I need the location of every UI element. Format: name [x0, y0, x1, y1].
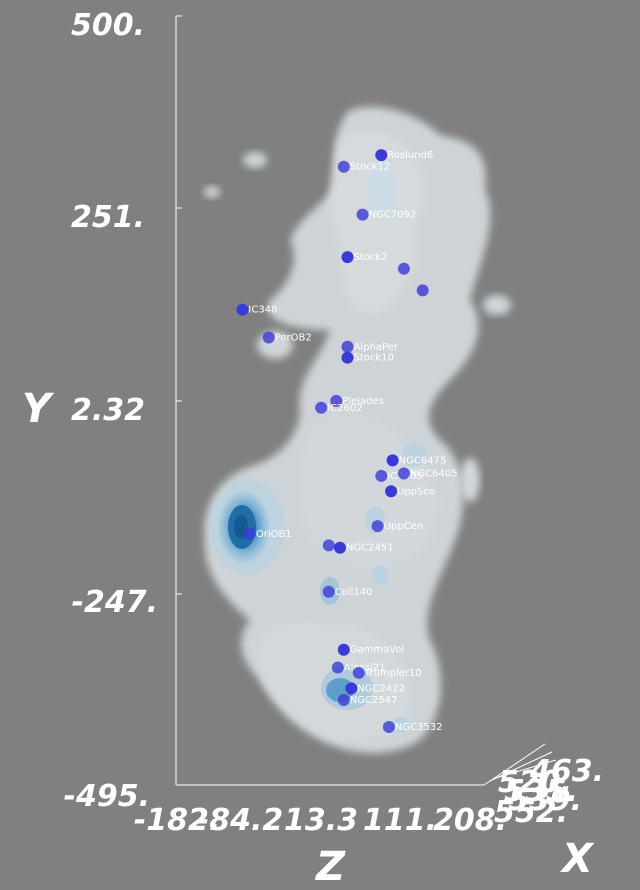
y-tick-label: 500.: [71, 8, 145, 43]
cluster-point: [243, 527, 256, 540]
cluster-point: [341, 251, 354, 264]
y-tick-label: 251.: [71, 200, 145, 235]
z-tick-label: 111.: [363, 803, 437, 838]
z-tick-label: 208.: [433, 803, 507, 838]
cluster-point: [397, 467, 410, 480]
x-tick-label: 552.: [494, 795, 568, 830]
cluster-point: [416, 284, 429, 297]
cluster-label: NGC3532: [395, 722, 443, 733]
cluster-point: [375, 469, 388, 482]
cluster-label: IC348: [248, 305, 277, 316]
cluster-point: [236, 303, 249, 316]
cluster-label: Stock10: [354, 353, 394, 364]
cluster-label: Coll140: [335, 587, 373, 598]
cluster-label: NGC7092: [369, 210, 417, 221]
cluster-point: [345, 682, 358, 695]
cluster-point: [375, 149, 388, 162]
cluster-label: NGC2422: [357, 683, 405, 694]
x-tick-labels: 463. 520. 535. 539. 552.: [494, 754, 604, 830]
y-tick-label: -247.: [72, 585, 158, 620]
cluster-point: [382, 721, 395, 733]
y-tick-labels: 500. 251. 2.32 -247. -495.: [64, 8, 158, 814]
cluster-label: Alessi21: [344, 663, 386, 674]
cluster-point: [386, 454, 399, 467]
y-axis-title: Y: [22, 386, 55, 432]
y-tick-label: -495.: [64, 779, 150, 814]
cluster-point: [337, 643, 350, 656]
x-axis-line-3: [495, 759, 557, 779]
cluster-label: Pleiades: [342, 396, 384, 407]
z-axis-title: Z: [314, 844, 346, 890]
cluster-label: NGC2451: [346, 543, 394, 554]
cluster-point: [330, 394, 343, 407]
cluster-point: [397, 262, 410, 275]
cluster-label: Stock2: [354, 252, 388, 263]
cluster-label: UppCen: [384, 521, 424, 532]
cluster-point: [371, 520, 384, 533]
cluster-point: [341, 351, 354, 364]
cluster-point: [262, 331, 275, 344]
axes: [175, 15, 557, 786]
x-tick-label: 535.: [504, 774, 578, 809]
cluster-point: [322, 585, 335, 598]
z-tick-labels: -182. -84.2 13.3 111. 208.: [134, 803, 507, 838]
dust-cloud: [204, 106, 511, 754]
cluster-point: [337, 160, 350, 173]
cluster-label: PerOB2: [275, 333, 312, 344]
cluster-point: [334, 541, 346, 554]
y-tick-label: 2.32: [71, 393, 145, 428]
cluster-point: [356, 208, 369, 221]
cluster-point: [385, 485, 398, 498]
x-axis-line-2: [489, 751, 553, 782]
cluster-point: [315, 401, 328, 414]
cluster-label: NGC2547: [350, 695, 398, 706]
cluster-label: Roslund6: [387, 150, 433, 161]
cluster-label: UppSco: [397, 486, 435, 497]
cluster-label: IC2602: [327, 403, 362, 414]
cluster-point: [341, 340, 354, 353]
cluster-label: Trumpler10: [364, 668, 422, 679]
z-tick-label: -182.: [134, 803, 220, 838]
dense-cores: [209, 162, 426, 733]
cluster-label: NGC6405: [410, 469, 458, 480]
cluster-label: NGC6475: [399, 455, 447, 466]
z-tick-label: -84.2: [197, 803, 283, 838]
cluster-point: [322, 539, 335, 552]
cluster-label: OriOB1: [256, 529, 292, 540]
cluster-label: AlphaPer: [354, 342, 399, 353]
x-tick-label: 463.: [529, 754, 604, 789]
cluster-point: [352, 666, 365, 679]
cluster-label: Stock12: [350, 162, 390, 173]
cluster-label: GammaVel: [350, 645, 404, 656]
cluster-point: [337, 694, 350, 706]
z-tick-label: 13.3: [284, 803, 358, 838]
cluster-point: [331, 661, 344, 674]
x-axis-title: X: [559, 836, 595, 882]
x-tick-label: 539.: [508, 783, 582, 818]
x-axis-line: [483, 743, 546, 786]
x-tick-label: 520.: [498, 765, 572, 800]
